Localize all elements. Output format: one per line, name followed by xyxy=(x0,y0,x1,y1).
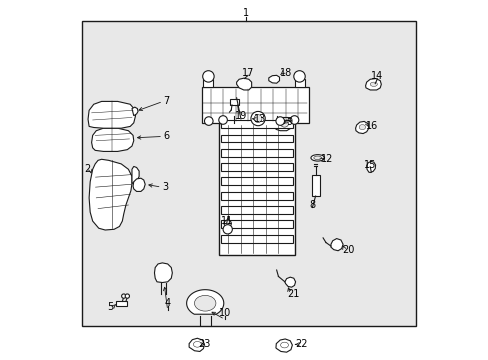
Polygon shape xyxy=(132,166,139,184)
Bar xyxy=(201,87,308,123)
Polygon shape xyxy=(236,78,251,90)
Bar xyxy=(221,120,292,128)
Ellipse shape xyxy=(193,342,201,347)
Circle shape xyxy=(122,294,125,298)
Text: 18: 18 xyxy=(280,68,292,78)
Polygon shape xyxy=(330,239,343,251)
Text: 3: 3 xyxy=(162,182,168,192)
Text: 12: 12 xyxy=(320,154,332,163)
Text: 5: 5 xyxy=(107,302,113,312)
Polygon shape xyxy=(132,107,138,116)
Circle shape xyxy=(290,116,298,124)
Bar xyxy=(221,163,292,171)
Text: 8: 8 xyxy=(309,200,315,210)
Ellipse shape xyxy=(358,125,365,130)
Ellipse shape xyxy=(313,156,321,159)
Circle shape xyxy=(218,116,227,124)
Bar xyxy=(221,177,292,185)
Bar xyxy=(219,123,294,255)
Text: 11: 11 xyxy=(220,216,232,226)
Ellipse shape xyxy=(369,82,377,86)
Bar xyxy=(82,21,415,327)
Text: 23: 23 xyxy=(198,339,210,349)
Circle shape xyxy=(125,294,129,298)
Polygon shape xyxy=(275,117,292,131)
Polygon shape xyxy=(186,290,224,314)
Polygon shape xyxy=(285,277,295,287)
Text: 7: 7 xyxy=(163,96,169,107)
Text: 21: 21 xyxy=(287,289,299,299)
Bar xyxy=(221,206,292,214)
Polygon shape xyxy=(89,159,132,230)
Bar xyxy=(203,79,213,87)
Text: 4: 4 xyxy=(164,298,170,308)
Polygon shape xyxy=(189,338,204,351)
Text: 19: 19 xyxy=(234,111,246,121)
Bar xyxy=(221,135,292,143)
Circle shape xyxy=(223,225,232,234)
Polygon shape xyxy=(88,102,135,128)
Polygon shape xyxy=(366,161,375,172)
Text: 14: 14 xyxy=(370,71,383,81)
Bar xyxy=(230,99,239,105)
Ellipse shape xyxy=(280,121,288,127)
Text: 1: 1 xyxy=(243,8,249,18)
Circle shape xyxy=(254,114,262,122)
Polygon shape xyxy=(268,75,279,83)
Polygon shape xyxy=(133,178,145,192)
Polygon shape xyxy=(91,128,134,152)
Bar xyxy=(294,79,304,87)
Text: 9: 9 xyxy=(285,117,292,127)
Text: 2: 2 xyxy=(84,164,90,174)
Text: 20: 20 xyxy=(341,245,354,255)
Polygon shape xyxy=(275,339,292,352)
Circle shape xyxy=(275,117,284,125)
Polygon shape xyxy=(154,263,172,283)
Polygon shape xyxy=(365,78,381,90)
Bar xyxy=(221,192,292,200)
Ellipse shape xyxy=(280,342,288,348)
Bar xyxy=(116,301,126,306)
Polygon shape xyxy=(355,121,368,134)
Text: 17: 17 xyxy=(242,68,254,78)
Ellipse shape xyxy=(194,296,216,311)
Circle shape xyxy=(293,71,305,82)
Circle shape xyxy=(224,220,231,227)
Bar xyxy=(311,175,319,196)
Text: 6: 6 xyxy=(163,131,169,141)
Circle shape xyxy=(203,71,214,82)
Text: 15: 15 xyxy=(363,159,376,170)
Text: 10: 10 xyxy=(218,308,230,318)
Circle shape xyxy=(250,111,264,126)
Bar xyxy=(221,149,292,157)
Ellipse shape xyxy=(310,155,324,161)
Circle shape xyxy=(204,117,213,125)
Text: 13: 13 xyxy=(253,114,265,124)
Text: 22: 22 xyxy=(295,339,307,349)
Bar xyxy=(221,235,292,243)
Text: 16: 16 xyxy=(365,121,377,131)
Bar xyxy=(221,220,292,228)
